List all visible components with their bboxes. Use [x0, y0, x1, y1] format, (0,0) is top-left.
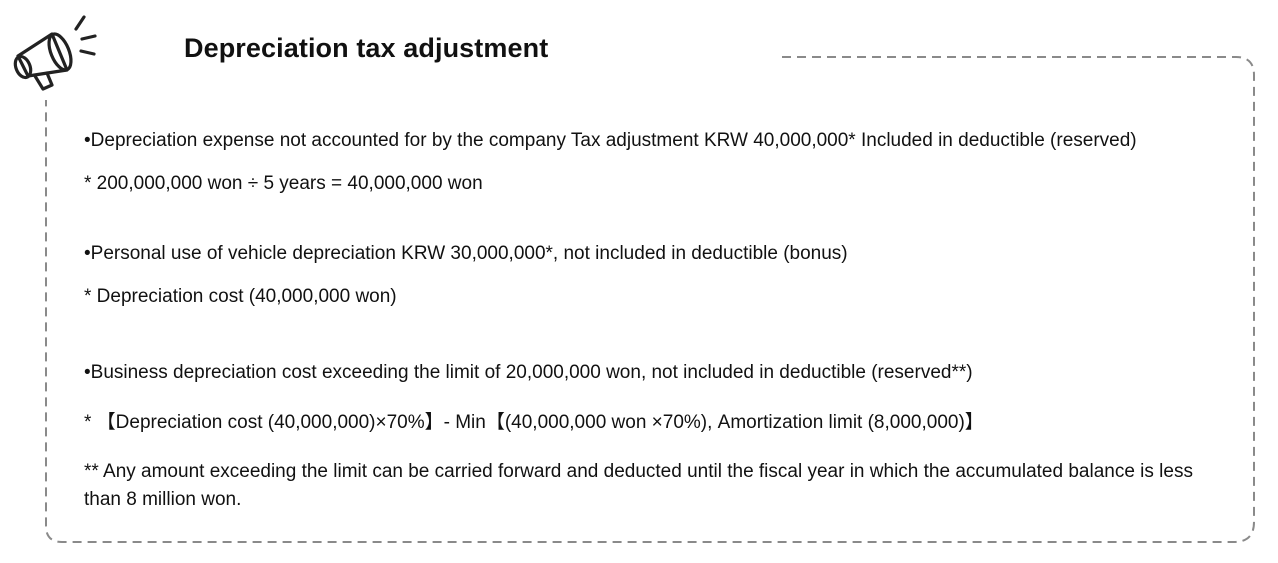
- bullet-personal-vehicle: •Personal use of vehicle depreciation KR…: [84, 243, 848, 264]
- bullet-unaccounted-depreciation: •Depreciation expense not accounted for …: [84, 130, 1137, 151]
- note-depreciation-cost: * Depreciation cost (40,000,000 won): [84, 286, 397, 307]
- megaphone-icon: [13, 15, 97, 91]
- note-limit-formula: * 【Depreciation cost (40,000,000)×70%】- …: [84, 412, 984, 433]
- page-title: Depreciation tax adjustment: [184, 33, 549, 63]
- note-depreciation-calculation: * 200,000,000 won ÷ 5 years = 40,000,000…: [84, 173, 483, 194]
- note-carry-forward: ** Any amount exceeding the limit can be…: [84, 461, 1193, 510]
- bullet-business-limit: •Business depreciation cost exceeding th…: [84, 362, 973, 383]
